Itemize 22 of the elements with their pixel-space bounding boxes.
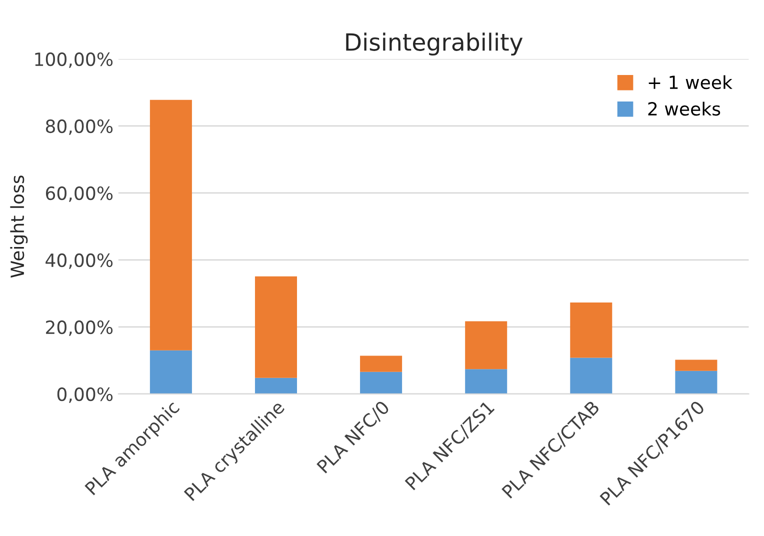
y-axis-title: Weight loss xyxy=(10,176,28,278)
bar xyxy=(360,372,402,394)
bar xyxy=(570,358,612,394)
legend-label: + 1 week xyxy=(648,75,732,90)
bar xyxy=(570,302,612,358)
bar xyxy=(360,356,402,372)
bar xyxy=(254,276,298,378)
legend-label: 2 weeks xyxy=(648,102,720,116)
y-tick-label: 20,00% xyxy=(46,320,113,336)
y-tick-label: 60,00% xyxy=(46,186,113,202)
y-tick-label: 80,00% xyxy=(46,119,113,135)
bar xyxy=(150,100,192,350)
bar xyxy=(465,369,508,394)
chart-title: Disintegrability xyxy=(346,32,523,56)
y-tick-label: 40,00% xyxy=(46,253,113,269)
bar xyxy=(254,378,298,394)
y-tick-label: 0,00% xyxy=(57,387,113,403)
bar xyxy=(675,370,718,394)
bar xyxy=(675,360,718,371)
y-tick-label: 100,00% xyxy=(35,52,113,68)
bar xyxy=(465,321,508,370)
bar xyxy=(150,350,192,394)
